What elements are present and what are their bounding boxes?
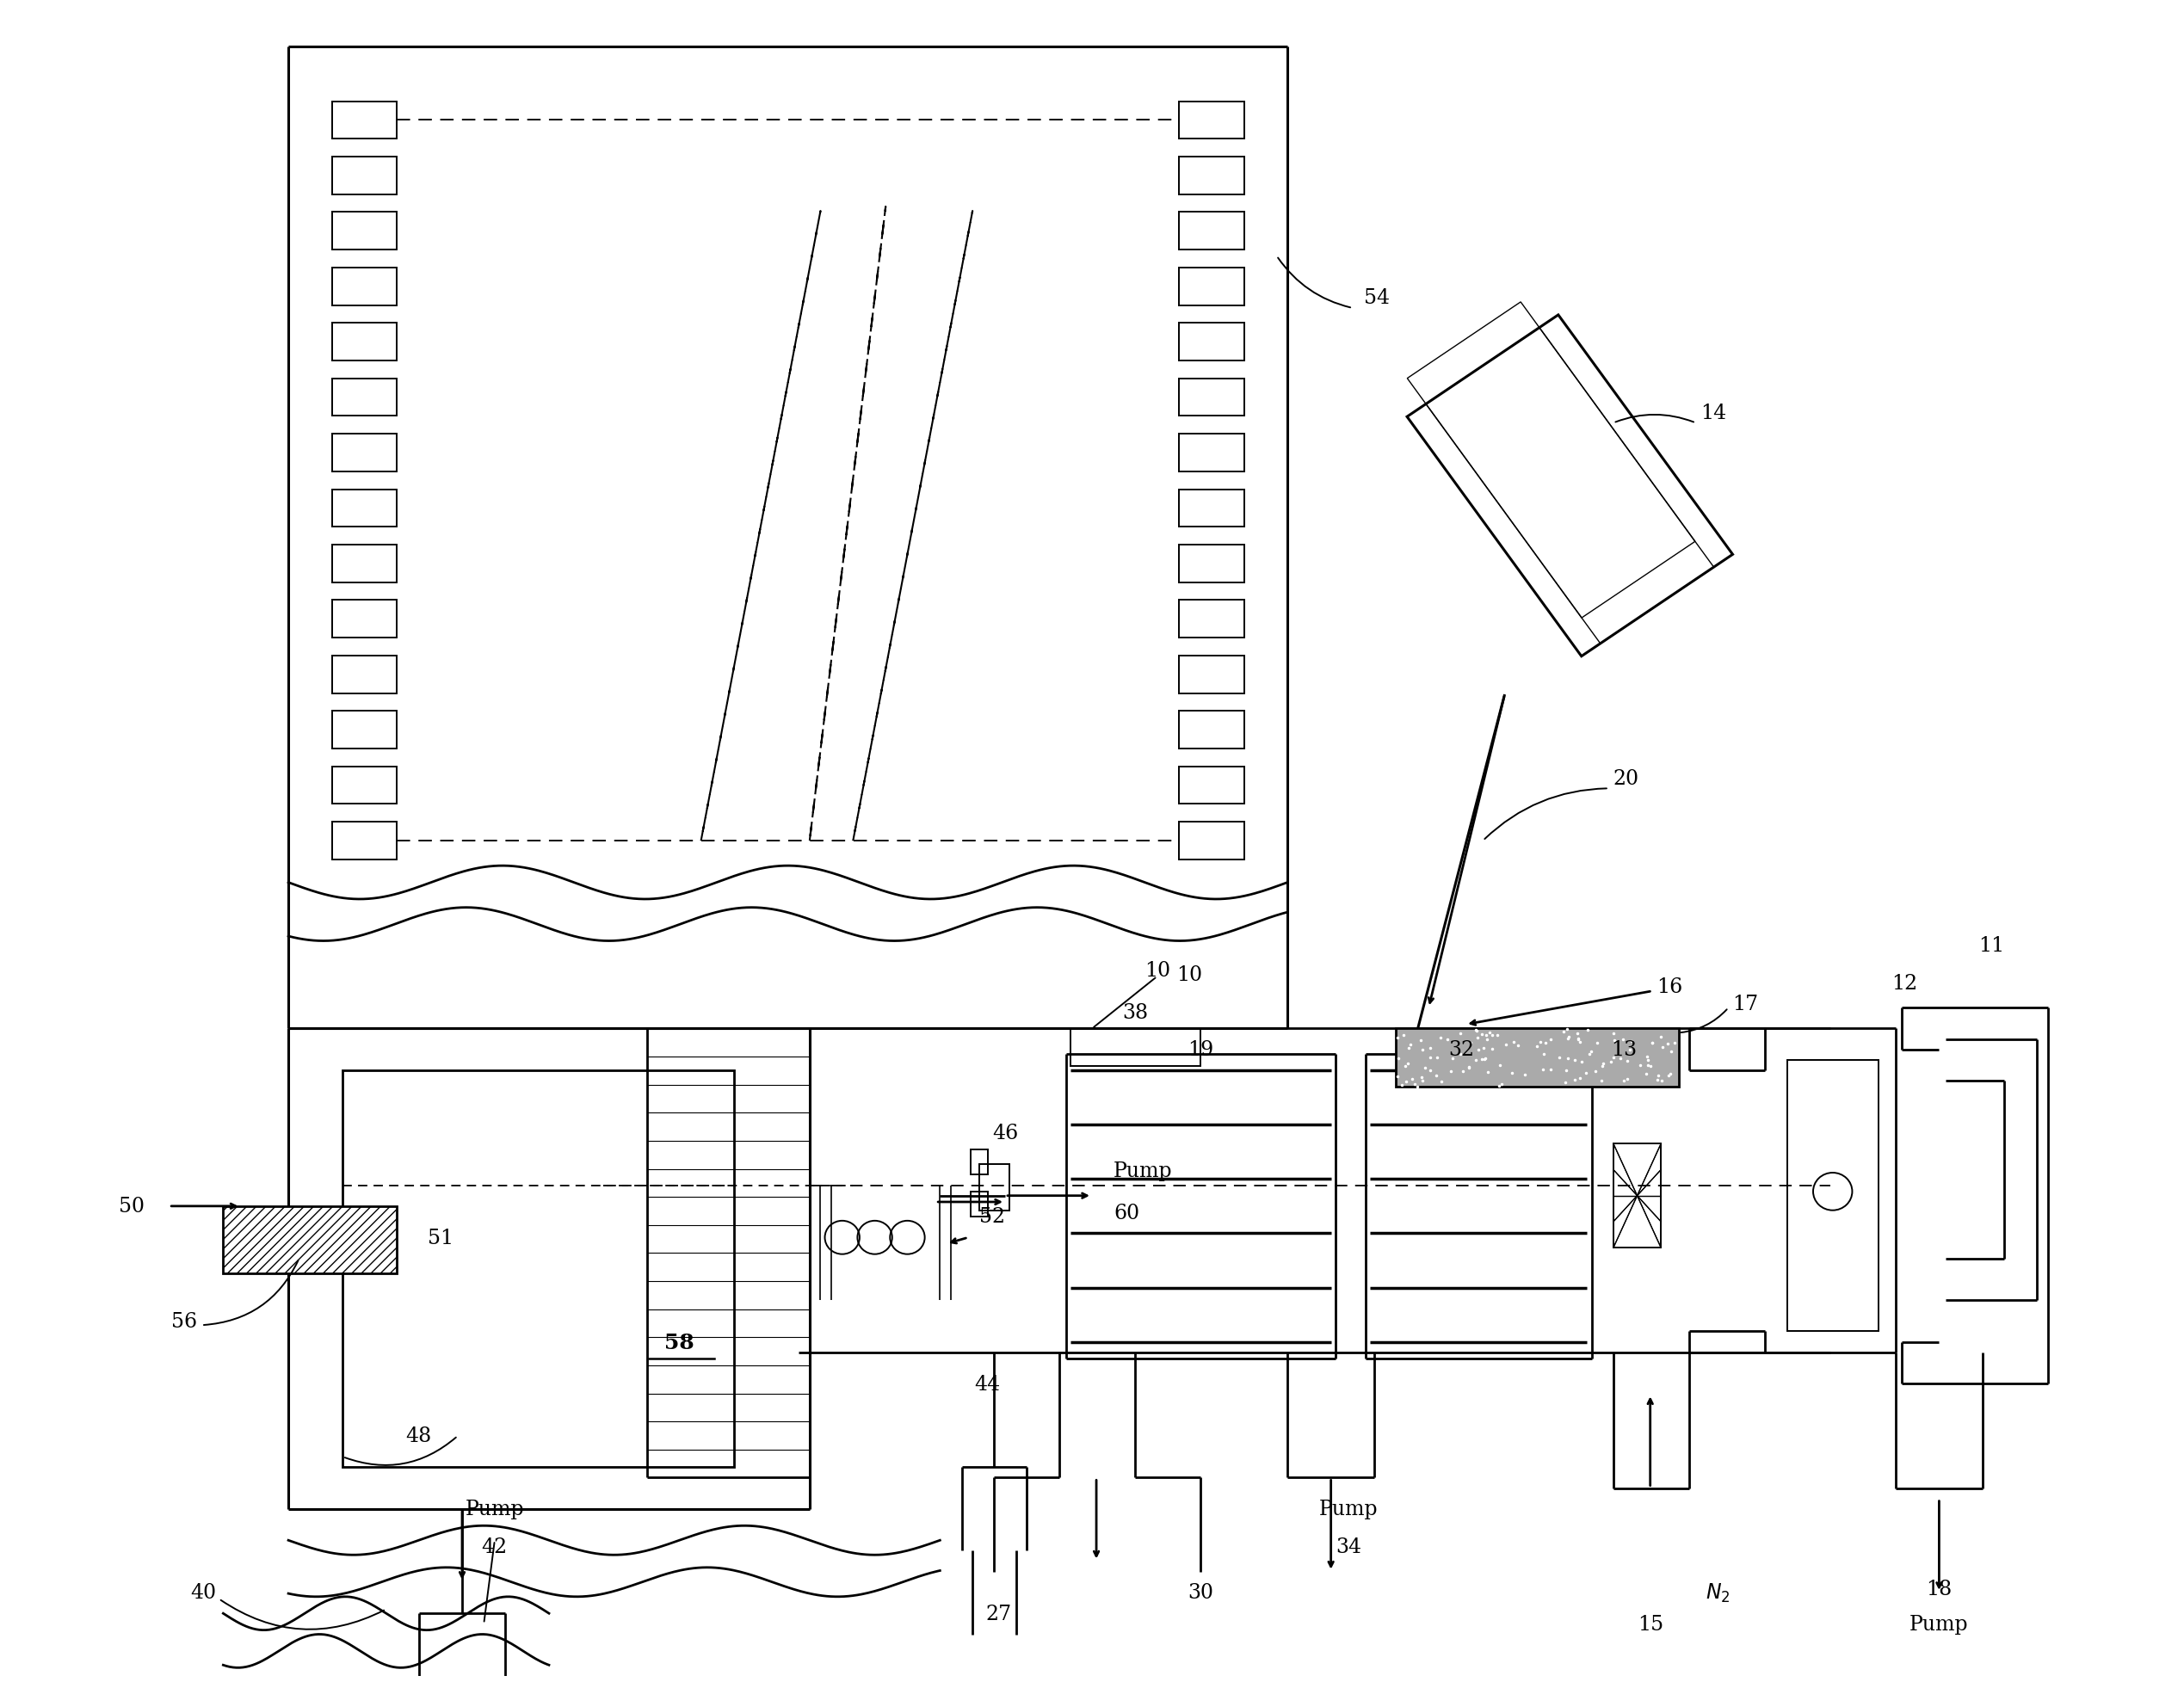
Text: Pump: Pump	[1114, 1161, 1173, 1181]
Bar	[1179, 267, 1245, 306]
Bar	[1179, 822, 1245, 860]
Text: 10: 10	[1144, 960, 1171, 981]
Bar	[1179, 434, 1245, 473]
Bar	[1179, 656, 1245, 693]
Text: 10: 10	[1177, 965, 1203, 984]
Text: 13: 13	[1612, 1039, 1638, 1060]
Bar	[1179, 378, 1245, 417]
Bar	[1179, 545, 1245, 582]
Text: 20: 20	[1614, 769, 1640, 789]
Bar	[1179, 158, 1245, 195]
Text: 17: 17	[1732, 994, 1758, 1014]
Bar	[332, 822, 397, 860]
Text: 12: 12	[1891, 974, 1918, 992]
Text: Pump: Pump	[1319, 1499, 1378, 1519]
Bar	[1787, 1060, 1878, 1332]
Text: 15: 15	[1638, 1615, 1664, 1633]
Bar	[1396, 1029, 1679, 1087]
Bar	[978, 1164, 1009, 1211]
Bar	[332, 378, 397, 417]
Text: 32: 32	[1448, 1039, 1474, 1060]
Bar	[1070, 1029, 1201, 1066]
Text: 27: 27	[985, 1603, 1011, 1623]
Bar	[1179, 323, 1245, 362]
Text: Pump: Pump	[465, 1499, 524, 1519]
Bar	[332, 323, 397, 362]
Text: 38: 38	[1123, 1002, 1149, 1023]
Text: 11: 11	[1979, 935, 2005, 955]
Text: 42: 42	[483, 1537, 507, 1556]
Bar	[332, 489, 397, 528]
Polygon shape	[1406, 316, 1732, 656]
Text: 54: 54	[1363, 288, 1389, 308]
Text: 50: 50	[118, 1196, 144, 1216]
Text: 40: 40	[190, 1583, 216, 1603]
Bar	[332, 711, 397, 748]
Text: 58: 58	[664, 1332, 695, 1352]
Text: 16: 16	[1658, 977, 1682, 997]
Bar	[332, 434, 397, 473]
Text: 52: 52	[978, 1208, 1005, 1226]
Text: 34: 34	[1334, 1537, 1361, 1556]
Text: 48: 48	[406, 1426, 432, 1447]
Bar	[1179, 489, 1245, 528]
Text: 44: 44	[974, 1374, 1000, 1394]
Text: 18: 18	[1926, 1578, 1952, 1598]
Bar	[332, 600, 397, 637]
Bar	[332, 158, 397, 195]
Text: 14: 14	[1699, 404, 1725, 422]
Text: 51: 51	[428, 1228, 454, 1248]
Bar	[343, 1071, 734, 1467]
Bar	[332, 656, 397, 693]
Bar	[1179, 767, 1245, 804]
Text: 46: 46	[992, 1124, 1018, 1144]
Bar	[1179, 103, 1245, 140]
Bar	[332, 767, 397, 804]
Bar	[1179, 600, 1245, 637]
Bar	[332, 103, 397, 140]
Text: $N_2$: $N_2$	[1706, 1581, 1730, 1605]
Text: 19: 19	[1188, 1039, 1214, 1060]
Text: Pump: Pump	[1909, 1615, 1968, 1633]
Text: 60: 60	[1114, 1203, 1140, 1223]
Bar	[332, 545, 397, 582]
Bar	[332, 214, 397, 251]
Bar	[1614, 1144, 1662, 1248]
Bar	[1179, 214, 1245, 251]
Bar	[1179, 711, 1245, 748]
Text: 56: 56	[170, 1312, 197, 1330]
Bar	[970, 1150, 987, 1176]
Bar	[970, 1193, 987, 1216]
Bar	[223, 1206, 397, 1273]
Text: 30: 30	[1188, 1583, 1214, 1603]
Bar	[332, 267, 397, 306]
